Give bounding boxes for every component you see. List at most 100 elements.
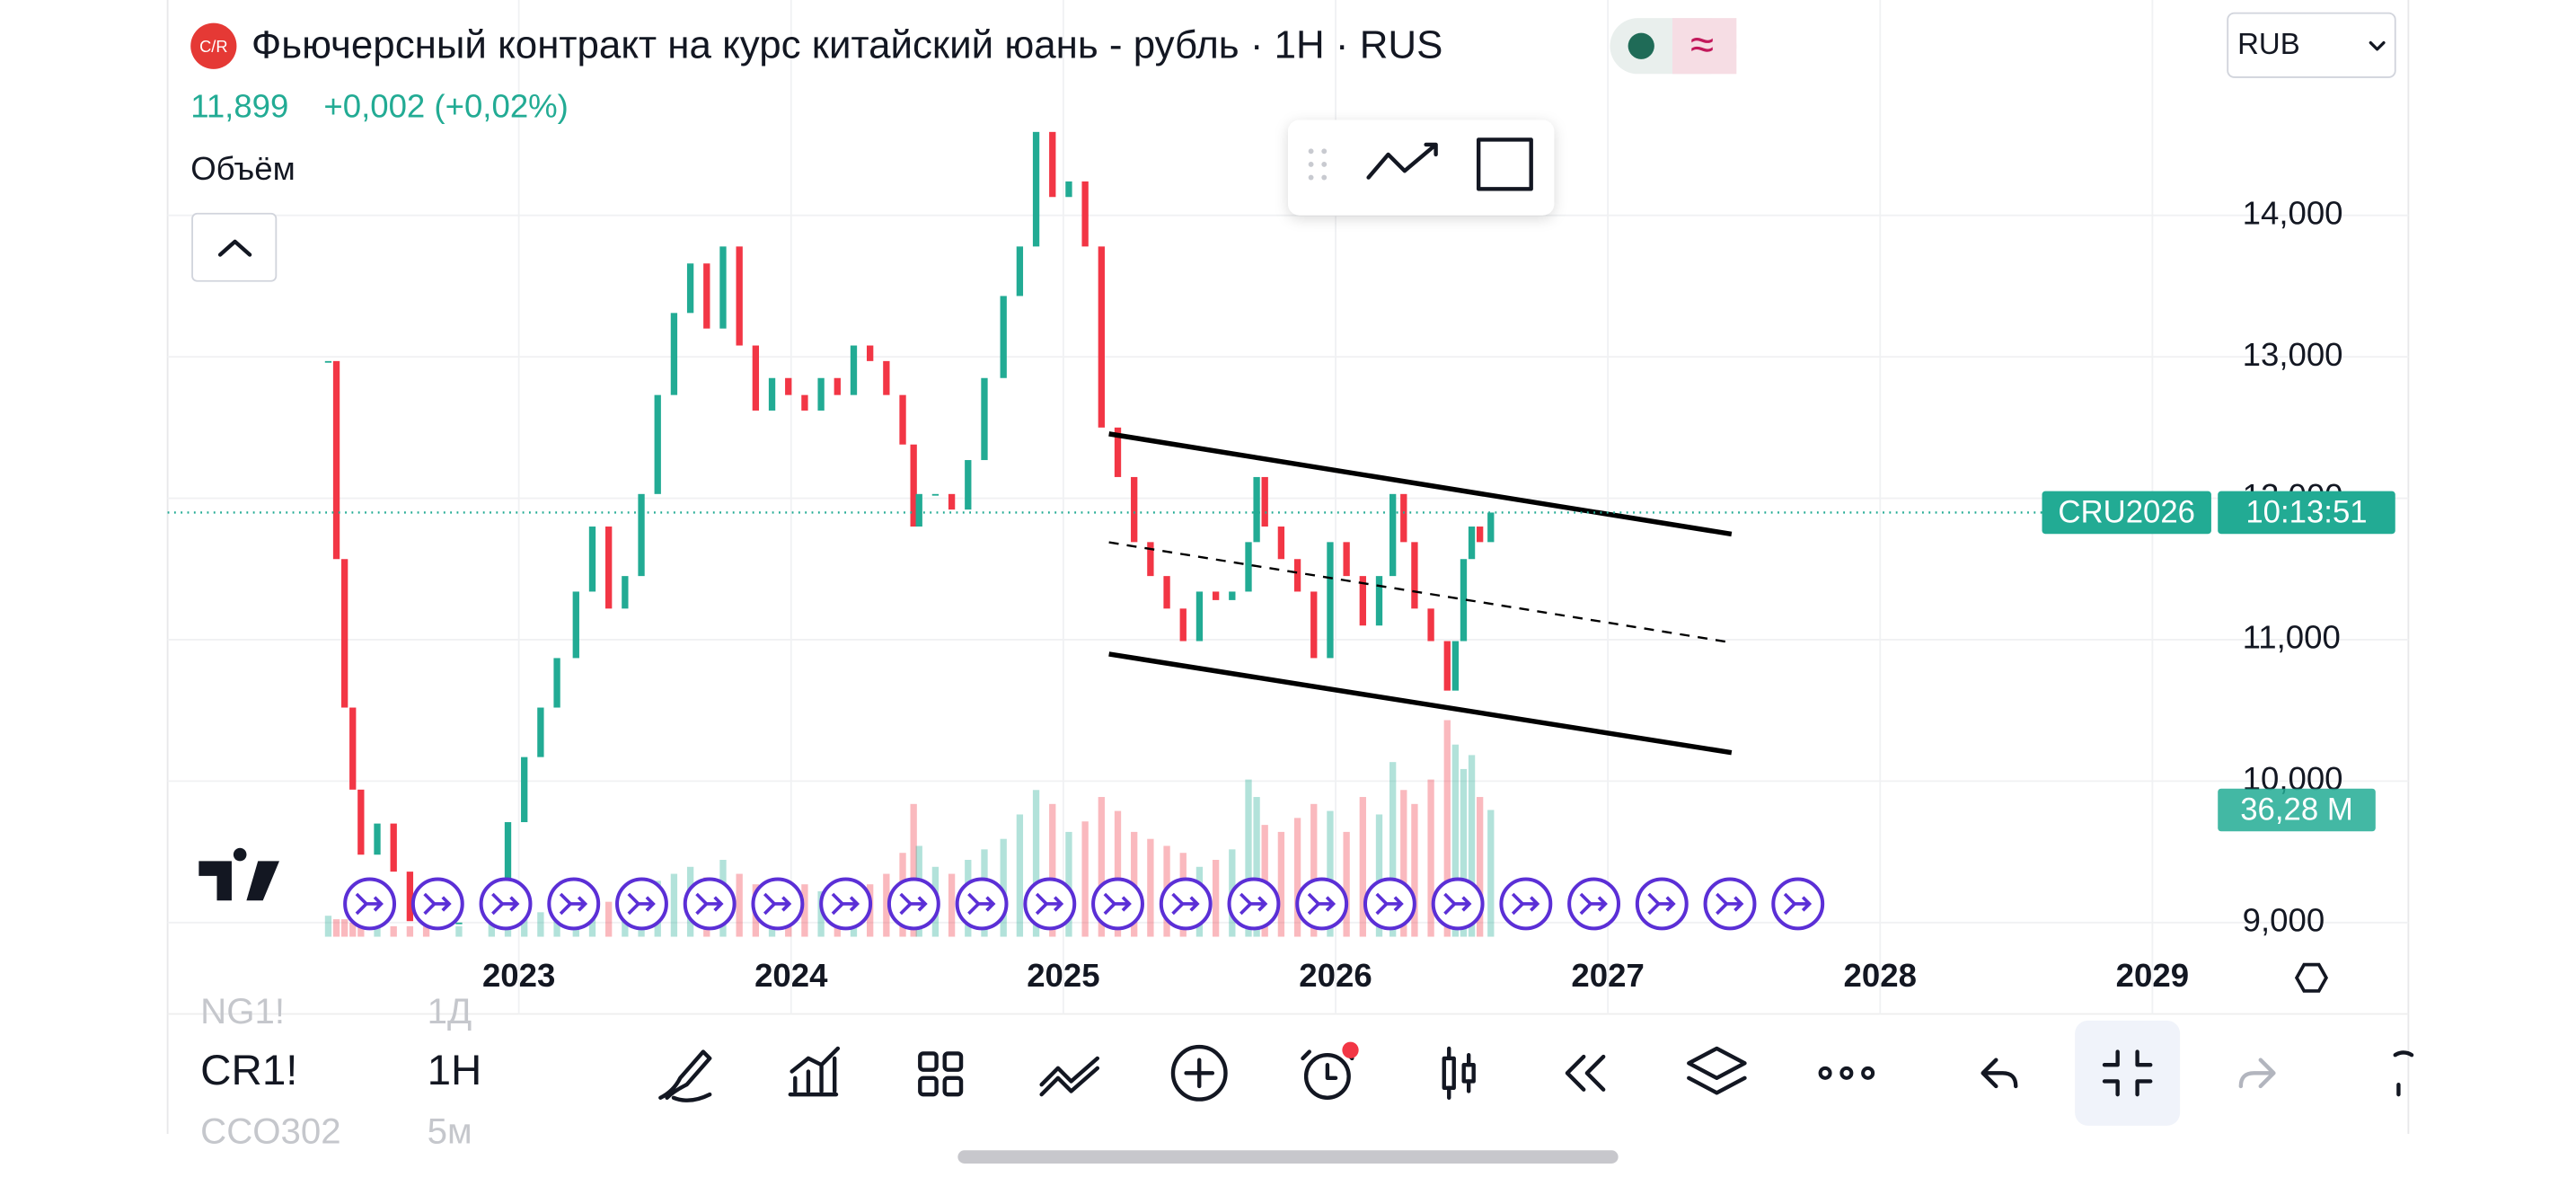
chart-type-icon[interactable] [1442,1046,1476,1100]
currency-select[interactable] [2227,12,2396,78]
status-pill-right [1672,18,1737,75]
candle [1032,131,1040,247]
exit-fullscreen-icon [2102,1049,2153,1097]
volume-bar [1375,814,1383,937]
candle [374,823,381,855]
chart-title[interactable]: Фьючерсный контракт на курс китайский юа… [251,23,1443,67]
candle [1212,591,1220,600]
settings-icon[interactable] [2294,962,2329,993]
candle [719,246,727,329]
volume-bar [1293,818,1301,937]
countdown-bg [2218,491,2395,535]
bottom-toolbar [658,1020,2414,1126]
symbol-interval[interactable]: 1H [428,1047,482,1094]
y-tick-label: 13,000 [2243,336,2343,373]
idea-icon[interactable] [2393,1050,2414,1097]
candle [948,493,956,510]
candle [1016,246,1024,296]
drawings[interactable] [1108,431,1733,756]
countdown: 10:13:51 [2245,495,2367,529]
volume-bar [1400,790,1407,937]
select-arrow [2369,40,2386,51]
chevron-up [217,239,252,257]
candle [1147,542,1154,577]
volume-bar [324,916,332,937]
replay-icon[interactable] [1565,1054,1606,1092]
candle [638,493,645,577]
more-icon[interactable] [1818,1066,1875,1080]
indicators-icon[interactable] [788,1046,841,1097]
trend-tool[interactable] [1366,142,1438,180]
symbol-interval[interactable]: 5м [428,1111,472,1152]
volume-bar [1065,831,1072,937]
candle [1389,493,1397,577]
candle [801,394,808,411]
candle [1195,591,1204,642]
volume-bar [1253,797,1260,937]
candle [1229,591,1236,600]
volume-bar [670,873,678,937]
symbol-name[interactable]: NG1! [200,991,285,1031]
volume-bar [1277,831,1285,937]
patterns-icon[interactable] [1039,1056,1100,1097]
draw-icon[interactable] [658,1049,712,1102]
candle [340,559,348,708]
y-tick-label: 9,000 [2243,901,2325,938]
volume-bar [1016,814,1024,937]
x-tick-label: 2024 [754,957,828,994]
channel-lower[interactable] [1108,651,1733,756]
symbol-badge-bg [2042,491,2211,535]
volume-bar [883,873,890,937]
volume-bar [1081,821,1089,937]
event-marker-arrow [1783,892,1813,916]
symbol-name[interactable]: CCO302 [200,1111,340,1152]
fullscreen-button-bg[interactable] [2075,1020,2181,1126]
tv-logo [198,847,279,901]
channel-upper[interactable] [1108,431,1733,537]
layers-icon[interactable] [1687,1046,1747,1095]
candle [349,707,357,790]
add-icon[interactable] [1170,1044,1228,1102]
symbol-name[interactable]: CR1! [200,1047,297,1094]
channel-middle[interactable] [1108,541,1733,644]
volume-bar [357,922,365,937]
volume-bar [1310,803,1318,937]
alert-badge [1342,1041,1359,1058]
candle [817,377,825,411]
candle [1468,527,1476,560]
volume-legend: Объём [190,150,296,187]
candle [605,527,613,609]
redo-icon[interactable] [2238,1058,2276,1089]
drag-handle[interactable] [1308,148,1328,181]
candle [1400,493,1407,543]
event-marker-arrow [1579,892,1608,916]
volume-bar [537,912,544,937]
last-price: 11,899 [190,87,288,124]
symbol-switcher[interactable]: NG1! 1Д CR1! 1H CCO302 5м [200,991,481,1152]
candle [504,822,512,896]
collapse-button[interactable] [191,212,278,282]
candle [1163,576,1170,609]
volume-badge: 36,28 M [2240,792,2353,827]
candle [834,377,841,395]
x-tick-label: 2029 [2116,957,2189,994]
market-open-dot [1628,32,1654,59]
symbol-interval[interactable]: 1Д [428,991,472,1031]
volume-bar [736,873,743,937]
volume-bar [1451,744,1460,937]
candle [455,922,463,925]
home-indicator [957,1150,1619,1164]
volume-bar [1212,860,1220,937]
volume-bar [1443,720,1451,937]
candle [1131,476,1138,543]
rect-tool[interactable] [1476,137,1533,191]
candle [1000,296,1007,378]
volume-bar [521,916,528,937]
candle [768,377,776,411]
undo-icon[interactable] [1981,1058,2018,1089]
candle [1327,542,1334,659]
candle [1081,181,1089,247]
event-marker-arrow [1103,892,1132,916]
layouts-icon[interactable] [918,1051,964,1097]
